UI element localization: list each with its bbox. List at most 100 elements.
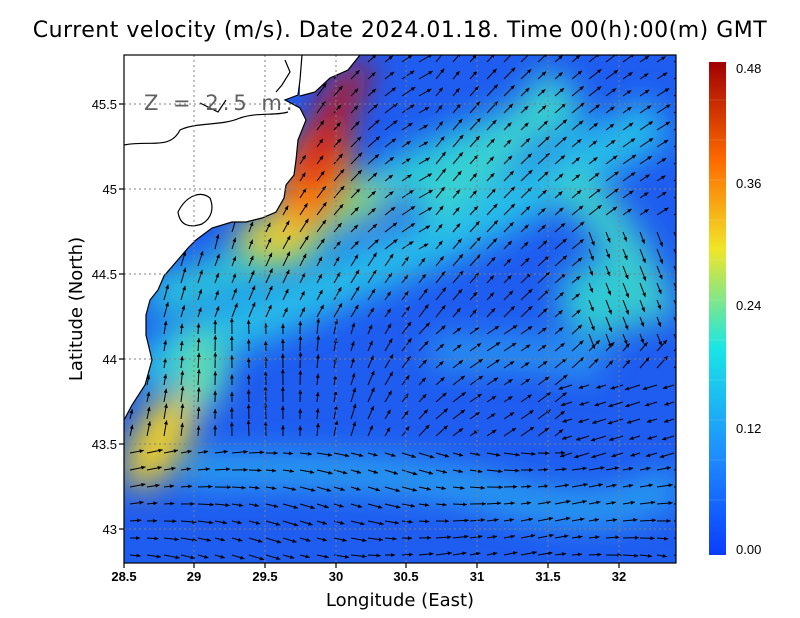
- velocity-arrow: [537, 344, 547, 352]
- velocity-arrow: [486, 219, 499, 233]
- velocity-arrow: [418, 157, 431, 165]
- velocity-arrow: [231, 485, 246, 490]
- velocity-arrow: [281, 323, 285, 335]
- velocity-arrow: [246, 374, 251, 386]
- velocity-arrow: [605, 106, 615, 114]
- velocity-arrow: [537, 308, 548, 318]
- velocity-arrow: [639, 333, 645, 344]
- velocity-arrow: [554, 119, 568, 131]
- velocity-arrow: [418, 322, 431, 335]
- velocity-arrow: [418, 257, 426, 267]
- velocity-arrow: [384, 206, 396, 216]
- velocity-arrow: [588, 299, 594, 312]
- velocity-arrow: [384, 469, 399, 475]
- velocity-arrow: [605, 231, 611, 243]
- velocity-arrow: [503, 290, 514, 301]
- velocity-arrow: [384, 238, 398, 250]
- velocity-arrow: [384, 503, 401, 509]
- velocity-arrow: [316, 520, 328, 525]
- velocity-arrow: [656, 87, 670, 97]
- velocity-arrow: [452, 359, 464, 369]
- velocity-arrow: [418, 377, 427, 386]
- velocity-arrow: [590, 435, 607, 442]
- velocity-arrow: [401, 519, 413, 524]
- velocity-arrow: [316, 101, 326, 114]
- velocity-arrow: [384, 536, 397, 541]
- velocity-arrow: [384, 291, 392, 301]
- velocity-arrow: [282, 220, 290, 233]
- x-tick-marks: [123, 563, 620, 568]
- velocity-arrow: [622, 265, 629, 280]
- velocity-arrow: [661, 435, 675, 441]
- velocity-arrow: [384, 452, 396, 457]
- velocity-arrow: [503, 360, 515, 369]
- velocity-arrow: [265, 486, 277, 490]
- velocity-arrow: [503, 258, 512, 267]
- velocity-arrow: [554, 499, 571, 505]
- velocity-arrow: [656, 483, 673, 488]
- velocity-arrow: [316, 335, 321, 352]
- velocity-arrow: [196, 406, 201, 420]
- velocity-arrow: [282, 288, 289, 301]
- velocity-arrow: [197, 289, 203, 301]
- velocity-arrow: [639, 316, 645, 327]
- velocity-arrow: [605, 466, 619, 471]
- velocity-arrow: [647, 435, 658, 440]
- velocity-arrow: [163, 449, 179, 454]
- velocity-arrow: [384, 253, 394, 267]
- velocity-arrow: [214, 290, 219, 301]
- velocity-arrow: [452, 452, 464, 457]
- velocity-arrow: [350, 387, 356, 403]
- y-tick-label: 43: [103, 522, 117, 537]
- velocity-arrow: [281, 425, 285, 437]
- velocity-arrow: [367, 340, 373, 352]
- velocity-arrow: [656, 333, 663, 346]
- y-tick-label: 44: [103, 352, 117, 367]
- velocity-arrow: [571, 85, 585, 97]
- velocity-arrow: [230, 391, 234, 403]
- velocity-arrow: [469, 55, 477, 63]
- velocity-arrow: [588, 122, 599, 131]
- velocity-arrow: [350, 121, 360, 131]
- velocity-arrow: [673, 231, 676, 239]
- velocity-arrow: [503, 170, 515, 182]
- velocity-arrow: [639, 120, 654, 131]
- velocity-arrow: [248, 239, 254, 250]
- velocity-arrow: [486, 156, 495, 165]
- velocity-arrow: [622, 89, 632, 97]
- velocity-arrow: [197, 307, 202, 318]
- velocity-arrow: [367, 355, 374, 369]
- velocity-arrow: [435, 287, 447, 301]
- x-tick-label: 31: [470, 569, 484, 584]
- velocity-arrow: [486, 292, 495, 301]
- velocity-arrow: [367, 307, 375, 318]
- velocity-arrow: [656, 265, 663, 280]
- velocity-arrow: [214, 503, 230, 507]
- velocity-arrow: [639, 89, 650, 97]
- velocity-arrow: [605, 299, 612, 315]
- velocity-arrow: [435, 104, 443, 114]
- velocity-arrow: [452, 118, 463, 131]
- y-tick-marks: [119, 103, 124, 530]
- velocity-arrow: [197, 520, 214, 525]
- velocity-arrow: [180, 484, 193, 489]
- velocity-arrow: [622, 282, 630, 298]
- velocity-arrow: [435, 168, 447, 182]
- velocity-arrow: [367, 119, 380, 131]
- velocity-arrow: [265, 285, 273, 301]
- velocity-arrow: [605, 341, 615, 352]
- velocity-arrow: [571, 324, 583, 335]
- velocity-arrow: [469, 411, 480, 420]
- velocity-arrow: [622, 171, 636, 182]
- velocity-arrow: [520, 122, 529, 131]
- velocity-arrow: [588, 339, 601, 352]
- velocity-arrow: [350, 372, 356, 386]
- velocity-arrow: [537, 451, 550, 456]
- velocity-arrow: [282, 251, 291, 267]
- velocity-arrow: [418, 340, 429, 352]
- velocity-arrow: [503, 518, 514, 522]
- velocity-arrow: [469, 551, 481, 556]
- velocity-arrow: [571, 466, 587, 471]
- velocity-arrow: [486, 55, 495, 63]
- velocity-arrow: [571, 275, 581, 284]
